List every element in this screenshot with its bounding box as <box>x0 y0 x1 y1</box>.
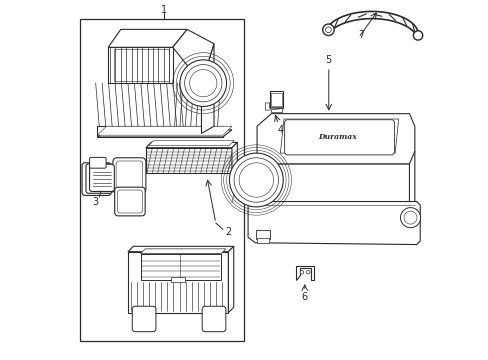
Bar <box>270 93 281 107</box>
Text: 3: 3 <box>92 197 98 207</box>
Circle shape <box>229 153 283 207</box>
Polygon shape <box>231 142 237 173</box>
Circle shape <box>400 208 420 228</box>
Circle shape <box>184 64 222 102</box>
Polygon shape <box>148 140 234 145</box>
FancyBboxPatch shape <box>82 163 111 195</box>
Circle shape <box>403 211 416 224</box>
Polygon shape <box>140 253 221 280</box>
Circle shape <box>239 163 273 197</box>
FancyBboxPatch shape <box>86 164 112 193</box>
Polygon shape <box>108 30 187 47</box>
Polygon shape <box>265 103 283 110</box>
Polygon shape <box>108 47 172 83</box>
Bar <box>270 107 282 112</box>
Text: 6: 6 <box>301 292 307 302</box>
Polygon shape <box>257 114 414 164</box>
Text: 2: 2 <box>225 227 231 237</box>
Polygon shape <box>201 44 214 134</box>
Text: 7: 7 <box>357 30 364 40</box>
Text: 4: 4 <box>277 125 283 135</box>
Circle shape <box>189 69 217 97</box>
Polygon shape <box>113 49 169 81</box>
Polygon shape <box>172 30 214 83</box>
Polygon shape <box>97 130 231 137</box>
Circle shape <box>180 60 226 107</box>
Polygon shape <box>228 246 233 313</box>
FancyBboxPatch shape <box>202 306 225 332</box>
FancyBboxPatch shape <box>113 158 145 193</box>
Circle shape <box>234 158 278 202</box>
FancyBboxPatch shape <box>117 190 142 213</box>
Bar <box>269 91 283 108</box>
Bar <box>171 277 185 282</box>
Circle shape <box>325 27 331 33</box>
Bar <box>256 230 269 239</box>
Circle shape <box>300 270 303 274</box>
Circle shape <box>412 31 422 40</box>
Polygon shape <box>97 126 231 135</box>
Circle shape <box>322 24 333 36</box>
Polygon shape <box>128 246 233 252</box>
Polygon shape <box>247 202 419 244</box>
Polygon shape <box>145 148 231 173</box>
Polygon shape <box>128 252 228 313</box>
Text: 1: 1 <box>161 5 166 15</box>
Polygon shape <box>97 126 223 137</box>
Polygon shape <box>251 151 414 211</box>
FancyBboxPatch shape <box>115 187 145 216</box>
FancyBboxPatch shape <box>89 164 114 192</box>
Polygon shape <box>296 266 314 280</box>
Polygon shape <box>145 142 237 148</box>
Text: 5: 5 <box>325 55 331 65</box>
Polygon shape <box>280 119 398 153</box>
FancyBboxPatch shape <box>284 120 394 155</box>
Bar <box>257 238 268 243</box>
FancyBboxPatch shape <box>89 157 106 168</box>
FancyBboxPatch shape <box>132 306 156 332</box>
Bar <box>80 19 244 341</box>
Circle shape <box>306 270 309 274</box>
FancyBboxPatch shape <box>116 161 142 190</box>
Text: Duramax: Duramax <box>318 133 356 141</box>
Polygon shape <box>140 249 225 253</box>
